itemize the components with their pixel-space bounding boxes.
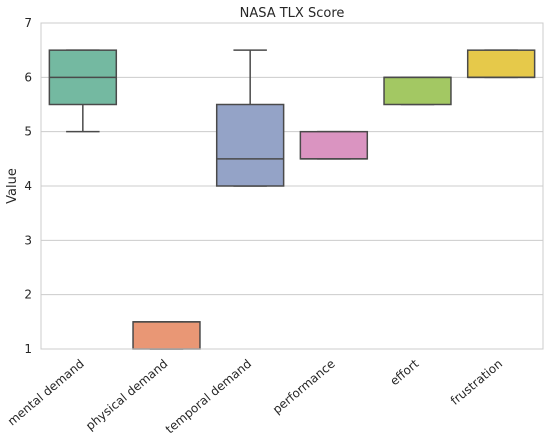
y-tick-label: 4 [24,179,32,193]
plot-frame [40,22,544,350]
box-group [132,321,201,350]
x-tick-label: frustration [448,357,505,408]
y-tick-label: 3 [24,233,32,247]
y-tick-label: 7 [24,16,32,30]
box-series [48,49,536,350]
box-group [48,49,118,133]
box-iqr [132,321,201,350]
x-tick-label: temporal demand [163,357,254,437]
box-group [466,49,536,79]
x-tick-label: physical demand [83,357,170,433]
y-tick-label: 6 [24,70,32,84]
box-iqr [299,130,369,160]
y-axis-label: Value [5,168,20,204]
box-group [383,76,452,106]
box-iqr [383,76,452,106]
box-group [215,49,285,187]
box-iqr [215,103,285,187]
y-tick-labels: 1 2 3 4 5 6 7 [24,16,32,356]
x-tick-label: mental demand [5,357,87,429]
box-iqr [466,49,536,79]
chart-title: NASA TLX Score [240,6,345,21]
x-tick-label: performance [270,357,338,417]
y-tick-label: 5 [24,125,32,139]
y-tick-label: 1 [24,342,32,356]
box-group [299,130,369,160]
x-tick-label: effort [387,356,421,388]
y-tick-label: 2 [24,288,32,302]
